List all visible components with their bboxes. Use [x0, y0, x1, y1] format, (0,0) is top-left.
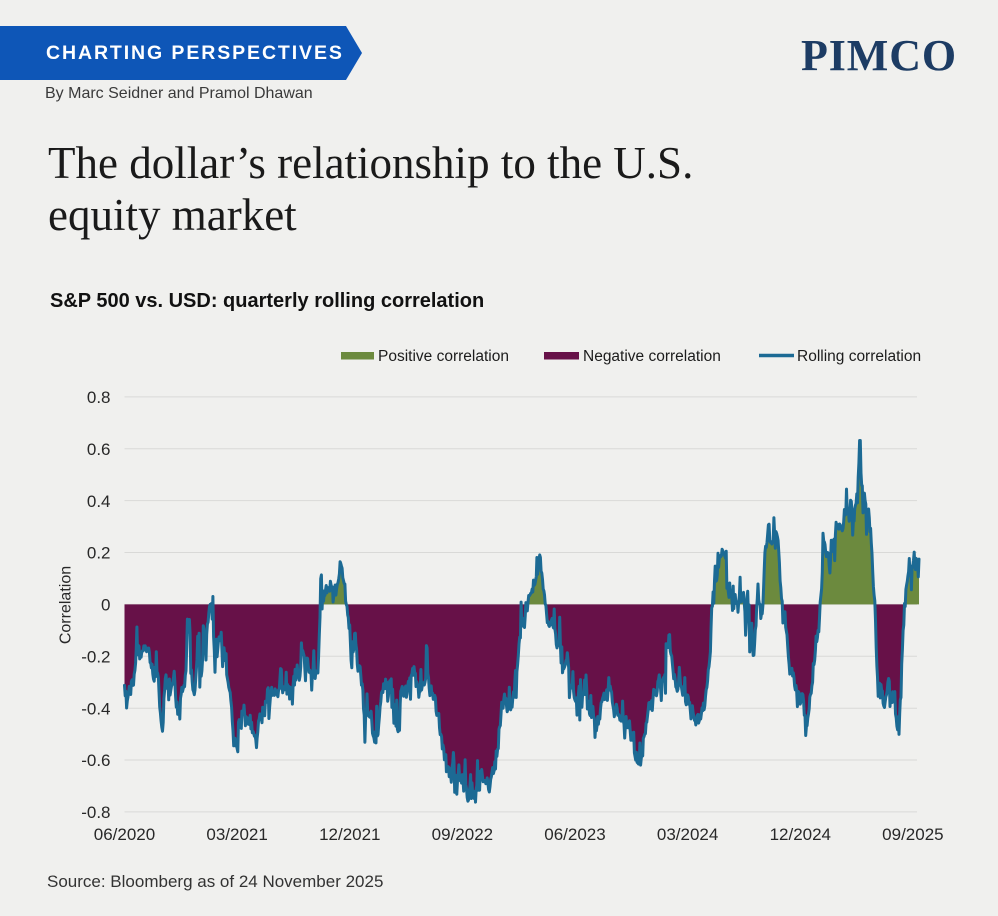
svg-text:12/2024: 12/2024: [770, 825, 831, 844]
svg-text:09/2025: 09/2025: [882, 825, 943, 844]
svg-text:-0.6: -0.6: [81, 751, 110, 770]
svg-text:-0.4: -0.4: [81, 699, 110, 718]
svg-text:06/2020: 06/2020: [94, 825, 155, 844]
svg-text:0: 0: [101, 596, 110, 615]
svg-text:-0.8: -0.8: [81, 803, 110, 822]
svg-text:Correlation: Correlation: [58, 566, 75, 644]
svg-text:09/2022: 09/2022: [432, 825, 493, 844]
svg-text:Rolling correlation: Rolling correlation: [797, 348, 921, 365]
svg-text:03/2021: 03/2021: [206, 825, 267, 844]
svg-text:Positive correlation: Positive correlation: [378, 348, 509, 365]
svg-text:12/2021: 12/2021: [319, 825, 380, 844]
svg-text:0.8: 0.8: [87, 388, 111, 407]
svg-text:0.2: 0.2: [87, 544, 111, 563]
svg-text:03/2024: 03/2024: [657, 825, 718, 844]
svg-text:0.6: 0.6: [87, 440, 111, 459]
svg-text:-0.2: -0.2: [81, 648, 110, 667]
svg-text:06/2023: 06/2023: [544, 825, 605, 844]
svg-text:Negative correlation: Negative correlation: [583, 348, 721, 365]
svg-text:0.4: 0.4: [87, 492, 111, 511]
